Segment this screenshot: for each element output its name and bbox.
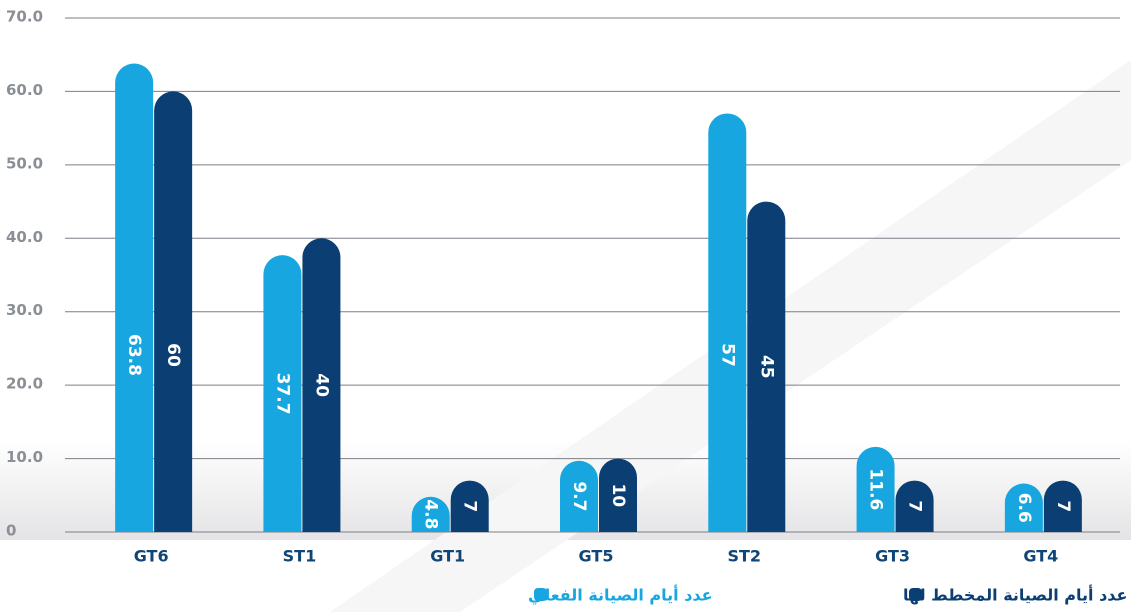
value-label: 37.7 — [272, 373, 292, 415]
value-label: 57 — [717, 343, 737, 367]
x-tick-label: GT1 — [430, 547, 465, 566]
value-label: 4.8 — [421, 499, 441, 529]
bar — [154, 91, 193, 532]
value-label: 7 — [905, 500, 925, 512]
value-label: 7 — [460, 500, 480, 512]
bar — [302, 238, 341, 532]
y-tick-label: 10.0 — [6, 448, 43, 466]
y-tick-label: 70.0 — [6, 8, 43, 26]
bar — [708, 113, 747, 532]
x-tick-label: GT5 — [579, 547, 614, 566]
y-tick-label: 20.0 — [6, 375, 43, 393]
value-label: 40 — [311, 373, 331, 397]
value-label: 60 — [163, 343, 183, 367]
value-label: 9.7 — [569, 481, 589, 511]
y-tick-label: 30.0 — [6, 301, 43, 319]
legend-label: عدد أيام الصيانة الفعلي — [528, 585, 713, 606]
bar — [1043, 480, 1082, 532]
x-tick-label: GT3 — [875, 547, 910, 566]
y-tick-label: 50.0 — [6, 154, 43, 172]
bar — [856, 446, 895, 532]
bar — [411, 496, 450, 532]
bar — [115, 63, 154, 533]
x-tick-label: ST1 — [283, 547, 317, 566]
x-tick-label: GT6 — [134, 547, 169, 566]
value-label: 45 — [756, 355, 776, 379]
y-tick-label: 60.0 — [6, 81, 43, 99]
legend-swatch — [534, 588, 547, 601]
bar — [263, 255, 302, 532]
x-tick-label: ST2 — [727, 547, 761, 566]
value-label: 10 — [608, 483, 628, 507]
value-label: 7 — [1053, 500, 1073, 512]
bar — [450, 480, 489, 532]
value-label: 6.6 — [1014, 493, 1034, 523]
y-tick-label: 0 — [6, 522, 16, 540]
bar — [895, 480, 934, 532]
bar — [1004, 483, 1043, 532]
value-label: 63.8 — [124, 334, 144, 376]
x-tick-label: GT4 — [1023, 547, 1058, 566]
value-label: 11.6 — [866, 468, 886, 510]
legend-label: عدد أيام الصيانة المخطط لها — [903, 585, 1127, 605]
bar — [747, 201, 786, 533]
legend-swatch — [909, 588, 922, 601]
y-tick-label: 40.0 — [6, 228, 43, 246]
bar — [560, 460, 598, 532]
bar — [599, 458, 637, 532]
